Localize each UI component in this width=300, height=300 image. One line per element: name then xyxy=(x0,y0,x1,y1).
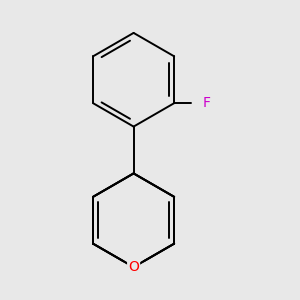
Text: O: O xyxy=(128,260,139,274)
Text: F: F xyxy=(203,96,211,110)
